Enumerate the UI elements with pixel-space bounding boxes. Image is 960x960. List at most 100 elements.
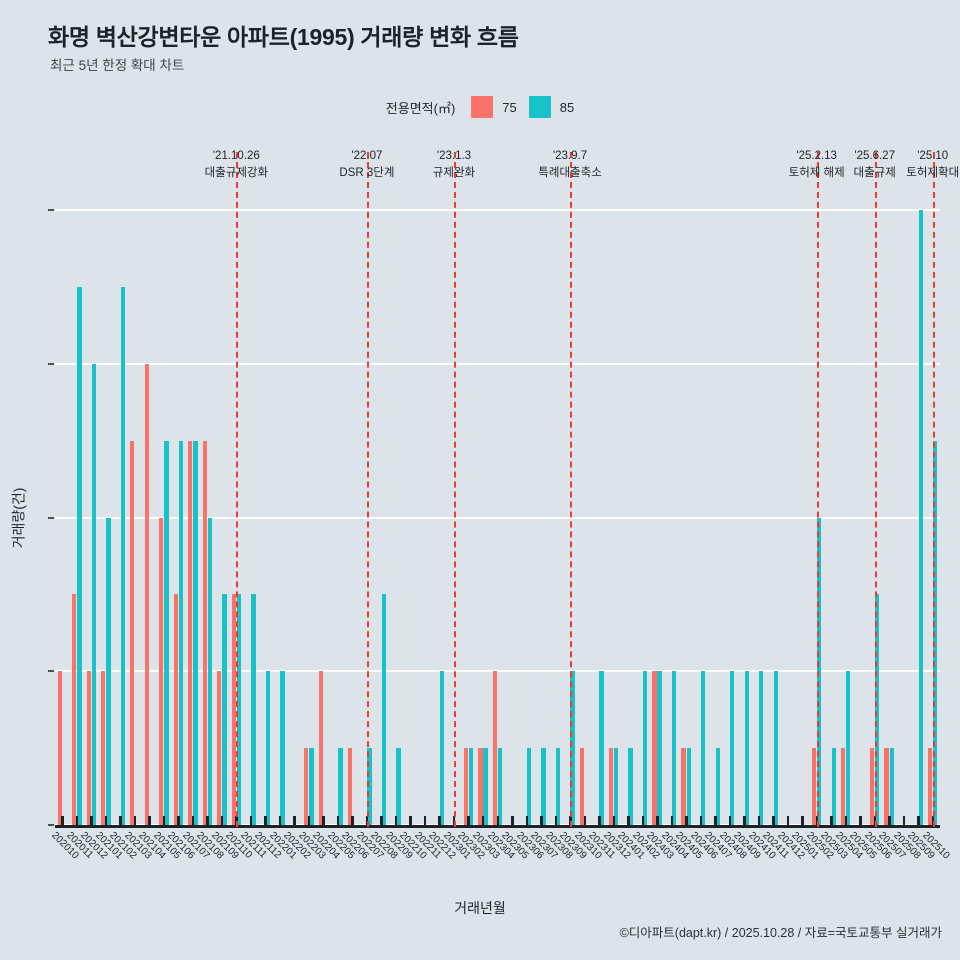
bar-202203-75[interactable] [304,748,309,825]
bar-202506-75[interactable] [869,748,875,825]
bar-202407-85[interactable] [715,748,720,825]
bar-202312-85[interactable] [613,748,619,825]
event-name: 규제완화 [432,166,476,179]
x-tick-mark [583,816,587,825]
x-tick-mark [859,816,862,825]
bar-202106-75[interactable] [173,594,178,825]
x-tick-mark [104,816,108,825]
x-tick-mark [61,816,64,825]
bar-202309-85[interactable] [570,671,575,825]
bar-202012-75[interactable] [86,671,91,825]
bar-202303-75[interactable] [478,748,483,825]
bar-202507-85[interactable] [889,748,894,825]
bar-202506-85[interactable] [875,594,880,825]
y-axis-title-text: 거래량(건) [10,487,27,548]
bar-202403-85[interactable] [657,671,662,825]
bar-202106-85[interactable] [178,440,184,825]
x-tick-mark [598,816,601,825]
bar-202405-85[interactable] [686,748,691,825]
x-tick-mark [670,816,674,825]
legend-item-85[interactable]: 85 [528,96,574,118]
bar-202110-75[interactable] [231,594,236,825]
bar-202201-85[interactable] [280,671,285,825]
x-tick-mark [685,816,688,825]
bar-202111-85[interactable] [251,594,256,825]
x-tick-mark [757,816,761,825]
bar-202304-75[interactable] [492,671,498,825]
x-tick-mark [481,816,485,825]
bar-202102-85[interactable] [120,286,126,825]
bar-202105-75[interactable] [159,517,164,825]
gridline [55,516,940,519]
bar-202011-75[interactable] [72,594,77,825]
bar-202107-75[interactable] [188,440,193,825]
bar-202402-85[interactable] [642,671,648,825]
x-tick-mark [612,816,616,825]
bar-202303-85[interactable] [483,748,488,825]
bar-202409-85[interactable] [744,671,749,825]
event-name: DSR 3단계 [339,166,395,179]
bar-202212-85[interactable] [439,671,445,825]
legend-item-75[interactable]: 75 [471,96,517,118]
bar-202208-85[interactable] [381,594,387,825]
bar-202302-75[interactable] [463,748,469,825]
bar-202403-75[interactable] [652,671,657,825]
bar-202306-85[interactable] [526,748,532,825]
y-tick-mark [48,516,54,519]
bar-202404-85[interactable] [671,671,677,825]
bar-202209-85[interactable] [396,748,401,825]
bar-202401-85[interactable] [628,748,633,825]
bar-202405-75[interactable] [681,748,686,825]
bar-202205-85[interactable] [338,748,343,825]
bar-202510-75[interactable] [927,748,933,825]
bar-202406-85[interactable] [701,671,706,825]
event-date: '25.10 [917,150,949,162]
bar-202204-75[interactable] [318,671,323,825]
bar-202107-85[interactable] [193,440,198,825]
bar-202101-85[interactable] [106,517,111,825]
bar-202207-85[interactable] [367,748,372,825]
bar-202411-85[interactable] [773,671,778,825]
bar-202010-75[interactable] [57,671,62,825]
bar-202105-85[interactable] [164,440,169,825]
bar-202307-85[interactable] [541,748,546,825]
gridline [55,209,940,211]
bar-202110-85[interactable] [236,594,242,825]
bar-202302-85[interactable] [468,748,474,825]
bar-202504-85[interactable] [846,671,851,825]
x-tick-mark [351,816,354,825]
bar-202311-85[interactable] [599,671,604,825]
bar-202103-75[interactable] [130,440,135,825]
bar-202206-75[interactable] [347,748,352,825]
legend-swatch-75 [471,96,494,118]
x-tick-mark [278,816,282,825]
bar-202012-85[interactable] [91,363,96,825]
bar-202312-75[interactable] [608,748,614,825]
bar-202112-85[interactable] [265,671,271,825]
bar-202504-75[interactable] [840,748,846,825]
bar-202203-85[interactable] [309,748,314,825]
bar-202408-85[interactable] [730,671,735,825]
bar-202104-75[interactable] [144,363,149,825]
bar-202503-85[interactable] [831,748,836,825]
bar-202507-75[interactable] [884,748,889,825]
bar-202304-85[interactable] [497,748,503,825]
bar-202108-85[interactable] [207,517,213,825]
event-line-202506 [874,152,877,827]
bar-202509-85[interactable] [918,210,923,825]
bar-202101-75[interactable] [101,671,106,825]
bar-202410-85[interactable] [759,671,764,825]
bar-202310-75[interactable] [579,748,585,825]
bar-202308-85[interactable] [555,748,561,825]
event-date: '25.6.27 [854,150,895,162]
event-date: '25.2.13 [796,150,837,162]
page-title: 화명 벽산강변타운 아파트(1995) 거래량 변화 흐름 [48,24,519,50]
bar-202011-85[interactable] [77,286,82,825]
bar-202109-85[interactable] [222,594,227,825]
bar-202502-75[interactable] [811,748,817,825]
bar-202108-75[interactable] [202,440,207,825]
bar-202502-85[interactable] [817,517,822,825]
bar-202109-75[interactable] [217,671,222,825]
x-tick-mark [540,816,543,825]
bar-202510-85[interactable] [933,440,938,825]
